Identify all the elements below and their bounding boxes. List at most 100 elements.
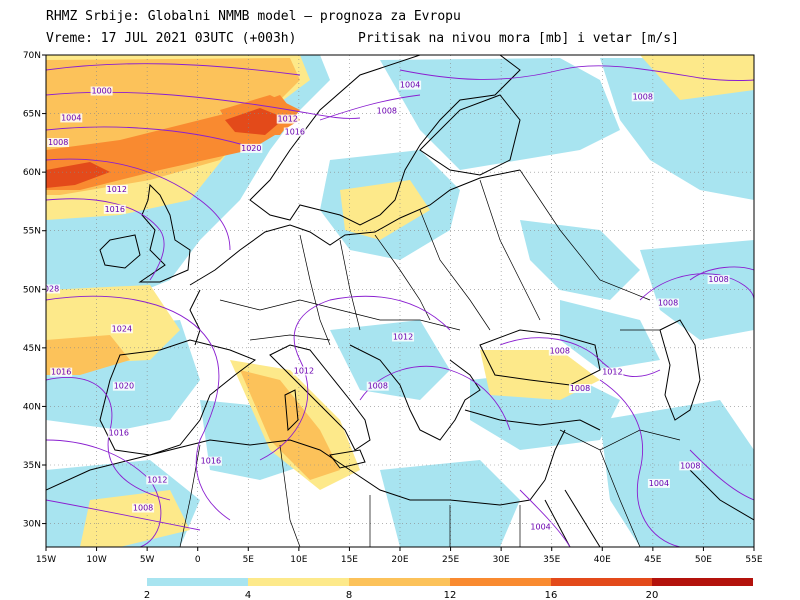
coastlines [46, 55, 754, 547]
lon-tick-label: 5W [140, 555, 155, 565]
isobar-label-bg [548, 346, 571, 356]
isobar-label: 1016 [109, 429, 129, 438]
isobar-label: 1016 [51, 368, 71, 377]
isobar-label-bg [569, 384, 592, 394]
isobar-labels: 1000 1004 1008 1012 1016 1020 1012 1016 1004 1008… [39, 80, 730, 532]
isobar-label-bg [199, 456, 222, 466]
forecast-time: Vreme: 17 JUL 2021 03UTC (+003h) [46, 31, 297, 46]
isobar-label-bg [529, 522, 552, 532]
lat-tick-label: 35N [23, 461, 41, 471]
lon-tick-label: 15E [341, 555, 358, 565]
isobar-label: 1000 [91, 86, 111, 95]
isobar-label: 1004 [400, 81, 420, 90]
isobar-label-bg [375, 106, 398, 116]
colorbar-label: 16 [545, 590, 558, 600]
lon-tick-label: 30E [493, 555, 510, 565]
colorbar-segment [450, 578, 551, 586]
lon-tick-label: 45E [644, 555, 661, 565]
isobar-label: 1004 [649, 479, 669, 488]
isobar-label-bg [47, 138, 70, 148]
isobar-label: 1008 [377, 106, 397, 115]
isobar-label-bg [90, 86, 113, 96]
field-description: Pritisak na nivou mora [mb] i vetar [m/s… [358, 31, 679, 46]
isobar-label-bg [707, 275, 730, 285]
lon-tick-label: 5E [243, 555, 255, 565]
wind-speed-16-20 [46, 108, 285, 188]
isobar-label: 1008 [633, 92, 653, 101]
isobar-label: 1008 [658, 299, 678, 308]
colorbar-segment [349, 578, 450, 586]
isobar-label: 1008 [570, 384, 590, 393]
isobar-label: 1008 [368, 382, 388, 391]
colorbar-label: 4 [245, 590, 251, 600]
wind-speed-colorbar: 2 4 8 12 16 20 [144, 578, 753, 600]
lon-tick-label: 15W [36, 555, 56, 565]
isobar-label-bg [46, 284, 61, 294]
isobar-label-bg [679, 461, 702, 471]
isobar-label: 1016 [201, 457, 221, 466]
lat-tick-label: 40N [23, 402, 41, 412]
isobar-label: 1008 [708, 275, 728, 284]
lat-tick-label: 30N [23, 520, 41, 530]
isobar-label: 1008 [133, 504, 153, 513]
isobar-label: 1020 [114, 382, 134, 391]
longitude-axis: 15W 10W 5W 0 5E 10E 15E 20E 25E 30E 35E 40E 45E 50E 55… [36, 547, 763, 565]
isobar-label-bg [240, 143, 263, 153]
isobar-label: 1020 [241, 144, 261, 153]
latitude-axis: 70N 65N 60N 55N 50N 45N 40N 35N 30N [23, 51, 46, 530]
lon-tick-label: 10E [290, 555, 307, 565]
country-borders [179, 169, 681, 547]
lon-tick-label: 40E [594, 555, 611, 565]
isobar-label-bg [146, 475, 169, 485]
lat-tick-label: 70N [23, 51, 41, 61]
isobar-label-bg [132, 503, 155, 513]
isobar-label: 1008 [48, 138, 68, 147]
isobar-label: 1012 [147, 475, 167, 484]
isobar-label: 1004 [530, 522, 550, 531]
colorbar-segment [551, 578, 652, 586]
lon-tick-label: 0 [195, 555, 201, 565]
isobar-label: 1012 [393, 332, 413, 341]
map-title: RHMZ Srbije: Globalni NMMB model – progn… [46, 9, 461, 24]
isobar-label: 1012 [107, 185, 127, 194]
isobar-label: 1004 [61, 113, 81, 122]
isobar-label: 1012 [602, 368, 622, 377]
isobar-label: 1028 [39, 284, 59, 293]
isobar-label-bg [392, 332, 415, 342]
isobar-label-bg [107, 428, 130, 438]
colorbar-label: 8 [346, 590, 352, 600]
isobar-label: 1016 [285, 127, 305, 136]
isobar-label: 1016 [105, 205, 125, 214]
lon-tick-label: 50E [695, 555, 712, 565]
lat-tick-label: 50N [23, 285, 41, 295]
isobar-label-bg [647, 478, 670, 488]
isobar-label: 1008 [680, 461, 700, 470]
isobar-label-bg [631, 92, 654, 102]
colorbar-segment [147, 578, 248, 586]
lon-tick-label: 10W [86, 555, 106, 565]
isobar-label-bg [657, 298, 680, 308]
lat-tick-label: 65N [23, 110, 41, 120]
lon-tick-label: 20E [391, 555, 408, 565]
lon-tick-label: 35E [543, 555, 560, 565]
lon-tick-label: 25E [442, 555, 459, 565]
lat-tick-label: 45N [23, 344, 41, 354]
map-area: 1000 1004 1008 1012 1016 1020 1012 1016 1004 1008… [39, 55, 754, 547]
isobar-label-bg [112, 381, 135, 391]
isobar-label-bg [105, 184, 128, 194]
isobar-label-bg [60, 113, 83, 123]
isobar-label: 1012 [278, 115, 298, 124]
lat-tick-label: 55N [23, 227, 41, 237]
colorbar-label: 2 [144, 590, 150, 600]
colorbar-label: 12 [444, 590, 457, 600]
isobar-label-bg [110, 324, 133, 334]
isobar-label: 1008 [550, 347, 570, 356]
isobar-label-bg [283, 127, 306, 137]
isobar-label: 1012 [294, 366, 314, 375]
lon-tick-label: 55E [745, 555, 762, 565]
isobar-label-bg [103, 204, 126, 214]
isobar-label-bg [366, 381, 389, 391]
lat-tick-label: 60N [23, 168, 41, 178]
isobar-label-bg [399, 80, 422, 90]
